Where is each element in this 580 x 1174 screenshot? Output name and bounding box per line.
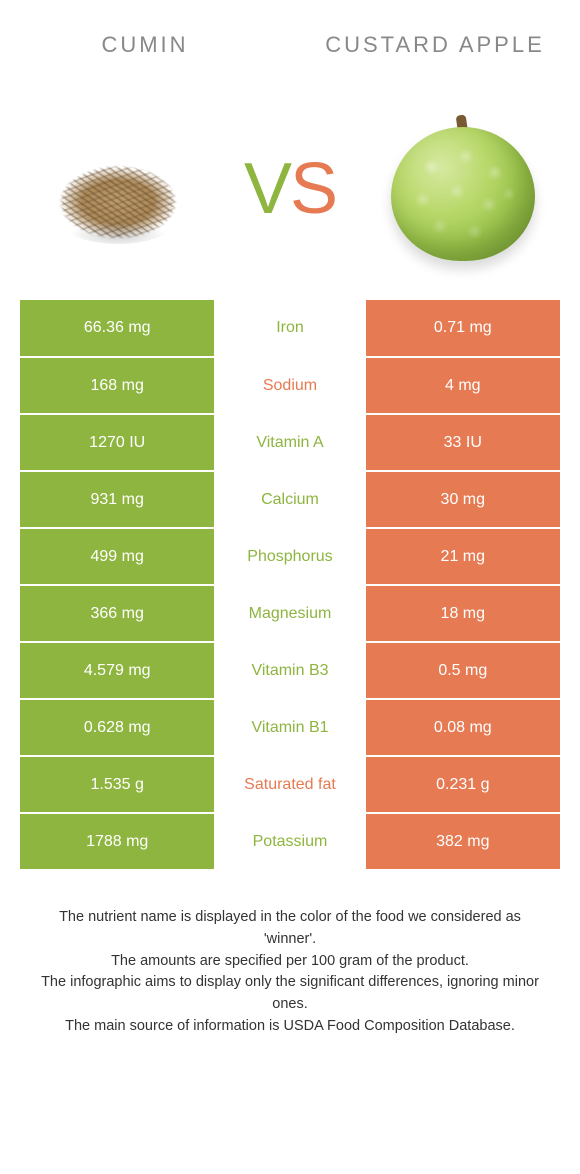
comparison-tbody: 66.36 mgIron0.71 mg168 mgSodium4 mg1270 …: [20, 300, 560, 870]
table-row: 66.36 mgIron0.71 mg: [20, 300, 560, 357]
table-row: 1788 mgPotassium382 mg: [20, 813, 560, 870]
cell-left-value: 1270 IU: [20, 414, 214, 471]
cell-nutrient-name: Potassium: [214, 813, 365, 870]
vs-s: S: [290, 149, 336, 229]
cell-left-value: 1.535 g: [20, 756, 214, 813]
image-left: [30, 102, 205, 277]
cell-nutrient-name: Vitamin B3: [214, 642, 365, 699]
cell-right-value: 18 mg: [366, 585, 560, 642]
cell-nutrient-name: Sodium: [214, 357, 365, 414]
footer-notes: The nutrient name is displayed in the co…: [0, 871, 580, 1038]
cell-left-value: 4.579 mg: [20, 642, 214, 699]
image-right: [375, 102, 550, 277]
cell-left-value: 0.628 mg: [20, 699, 214, 756]
cell-nutrient-name: Vitamin A: [214, 414, 365, 471]
footer-line-1: The nutrient name is displayed in the co…: [34, 907, 546, 951]
cell-right-value: 382 mg: [366, 813, 560, 870]
table-row: 168 mgSodium4 mg: [20, 357, 560, 414]
cell-left-value: 499 mg: [20, 528, 214, 585]
title-left: CUMIN: [0, 31, 290, 59]
cell-nutrient-name: Iron: [214, 300, 365, 357]
cell-right-value: 0.231 g: [366, 756, 560, 813]
vs-label: VS: [244, 153, 336, 225]
cell-left-value: 1788 mg: [20, 813, 214, 870]
table-row: 499 mgPhosphorus21 mg: [20, 528, 560, 585]
cell-right-value: 4 mg: [366, 357, 560, 414]
hero-row: VS: [0, 90, 580, 300]
cell-left-value: 366 mg: [20, 585, 214, 642]
cell-right-value: 33 IU: [366, 414, 560, 471]
footer-line-4: The main source of information is USDA F…: [34, 1016, 546, 1038]
cell-nutrient-name: Phosphorus: [214, 528, 365, 585]
infographic-root: CUMIN CUSTARD APPLE VS 66.36 mgIron0.71 …: [0, 0, 580, 1038]
cell-right-value: 0.5 mg: [366, 642, 560, 699]
vs-v: V: [244, 149, 290, 229]
footer-line-3: The infographic aims to display only the…: [34, 972, 546, 1016]
comparison-table: 66.36 mgIron0.71 mg168 mgSodium4 mg1270 …: [20, 300, 560, 871]
cell-right-value: 0.08 mg: [366, 699, 560, 756]
table-row: 4.579 mgVitamin B30.5 mg: [20, 642, 560, 699]
cell-right-value: 30 mg: [366, 471, 560, 528]
table-row: 1.535 gSaturated fat0.231 g: [20, 756, 560, 813]
custard-apple-illustration: [383, 109, 543, 269]
footer-line-2: The amounts are specified per 100 gram o…: [34, 951, 546, 973]
cell-nutrient-name: Calcium: [214, 471, 365, 528]
cell-right-value: 21 mg: [366, 528, 560, 585]
cell-nutrient-name: Magnesium: [214, 585, 365, 642]
cell-left-value: 66.36 mg: [20, 300, 214, 357]
table-row: 1270 IUVitamin A33 IU: [20, 414, 560, 471]
title-right: CUSTARD APPLE: [290, 31, 580, 59]
table-row: 366 mgMagnesium18 mg: [20, 585, 560, 642]
table-row: 0.628 mgVitamin B10.08 mg: [20, 699, 560, 756]
table-row: 931 mgCalcium30 mg: [20, 471, 560, 528]
cell-left-value: 931 mg: [20, 471, 214, 528]
cell-right-value: 0.71 mg: [366, 300, 560, 357]
cell-nutrient-name: Vitamin B1: [214, 699, 365, 756]
title-row: CUMIN CUSTARD APPLE: [0, 0, 580, 90]
cell-left-value: 168 mg: [20, 357, 214, 414]
cell-nutrient-name: Saturated fat: [214, 756, 365, 813]
cumin-illustration: [33, 134, 203, 244]
